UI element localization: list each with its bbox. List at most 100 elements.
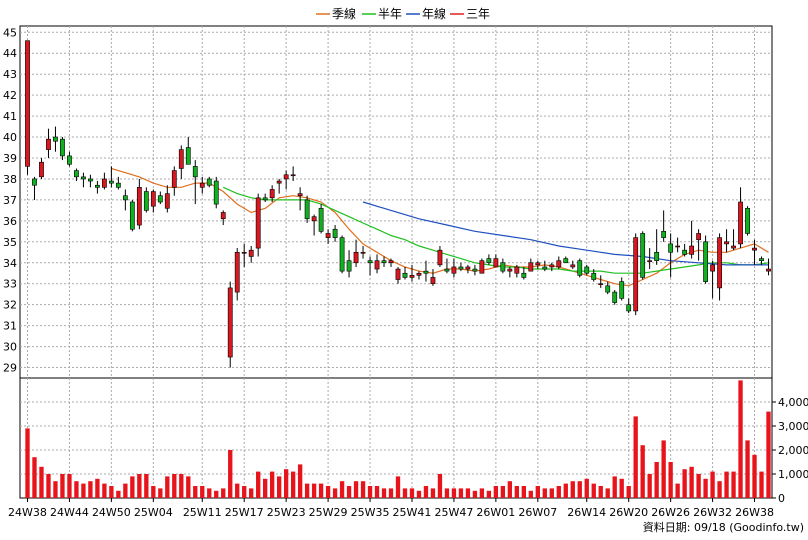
volume-bar (130, 476, 135, 498)
candle (143, 187, 149, 213)
volume-bar (451, 488, 457, 498)
candle-body (717, 237, 722, 289)
candle-body (591, 272, 597, 280)
candle (297, 187, 303, 211)
candle (584, 264, 590, 276)
candle (32, 176, 37, 200)
candle (150, 189, 156, 213)
volume-bar (556, 486, 561, 498)
candle (682, 243, 688, 257)
volume-bar (661, 440, 666, 498)
x-tick-label: 25W17 (225, 506, 264, 519)
legend-item-quarter: 季線 (316, 6, 356, 21)
volume-bar (53, 481, 58, 498)
candle-body (136, 187, 142, 226)
x-tick-label: 25W23 (267, 506, 306, 519)
candle (514, 264, 520, 278)
candle (213, 176, 219, 209)
ma-line (111, 167, 769, 287)
candle-body (283, 174, 289, 180)
candle-body (619, 281, 625, 299)
candle-body (241, 251, 247, 254)
candle (53, 126, 58, 152)
candle-body (150, 191, 156, 207)
candle-body (752, 247, 757, 251)
candle-body (766, 268, 771, 272)
candle-body (60, 138, 65, 157)
candle-body (430, 277, 436, 285)
footer-text: 資料日期: 09/18 (Goodinfo.tw) (643, 520, 804, 534)
volume-bar (437, 474, 443, 498)
candle (402, 266, 408, 280)
candle-body (500, 262, 506, 272)
candle-body (332, 228, 338, 238)
price-tick-label: 45 (3, 26, 17, 39)
candle-body (633, 237, 639, 312)
candle (619, 277, 625, 301)
volume-bar (116, 490, 121, 498)
candle-body (115, 182, 121, 188)
candle-body (381, 260, 387, 264)
candle-body (402, 272, 408, 278)
candle-body (234, 251, 240, 293)
candle-body (647, 260, 653, 262)
candle-body (479, 260, 485, 274)
legend-label: 半年 (378, 7, 402, 21)
volume-bar (221, 488, 226, 498)
candle (549, 262, 555, 272)
volume-bar (605, 488, 610, 498)
candle (752, 239, 757, 265)
candle (46, 128, 51, 158)
price-tick-label: 39 (3, 152, 17, 165)
volume-bar (283, 469, 289, 498)
volume-bar (353, 481, 359, 498)
volume-bar (570, 481, 575, 498)
candle (766, 258, 771, 276)
volume-bar (619, 478, 624, 498)
volume-bar (367, 486, 373, 498)
candle-body (612, 291, 618, 303)
candle (668, 233, 674, 278)
candle (353, 239, 359, 267)
candle-body (304, 199, 310, 220)
candle (164, 185, 170, 213)
volume-bar (738, 380, 743, 498)
candle-body (507, 268, 513, 272)
candle-body (353, 251, 359, 264)
x-tick-label: 24W44 (50, 506, 89, 519)
candle (430, 269, 436, 286)
candle (276, 178, 282, 194)
candle (640, 231, 646, 280)
candle-body (185, 147, 191, 165)
candle-body (39, 161, 44, 178)
volume-tick-label: 3,000 (778, 420, 808, 433)
candle (479, 258, 485, 274)
volume-bar (256, 471, 261, 498)
candle (444, 258, 450, 274)
volume-bar (514, 486, 520, 498)
candle (255, 193, 261, 257)
legend-label: 三年 (466, 7, 490, 21)
candle-body (535, 262, 541, 266)
candle (325, 229, 331, 244)
candle (745, 206, 750, 236)
volume-bar (724, 471, 729, 498)
volume-bar (144, 474, 149, 498)
candle (269, 185, 275, 202)
candle (157, 191, 163, 205)
x-axis: 24W38 24W44 24W50 25W04 25W11 25W17 25W23 25W29… (8, 498, 774, 519)
candle-body (339, 237, 345, 272)
candle (612, 290, 618, 305)
volume-bar (682, 469, 687, 498)
candle (67, 151, 72, 167)
x-tick-label: 25W47 (434, 506, 473, 519)
candle (171, 166, 177, 196)
volume-bar (528, 490, 533, 498)
candle-body (262, 197, 268, 201)
candle (115, 176, 121, 190)
volume-bar (479, 488, 485, 498)
candle (199, 176, 205, 194)
candle (535, 260, 541, 270)
candle-body (360, 251, 366, 254)
